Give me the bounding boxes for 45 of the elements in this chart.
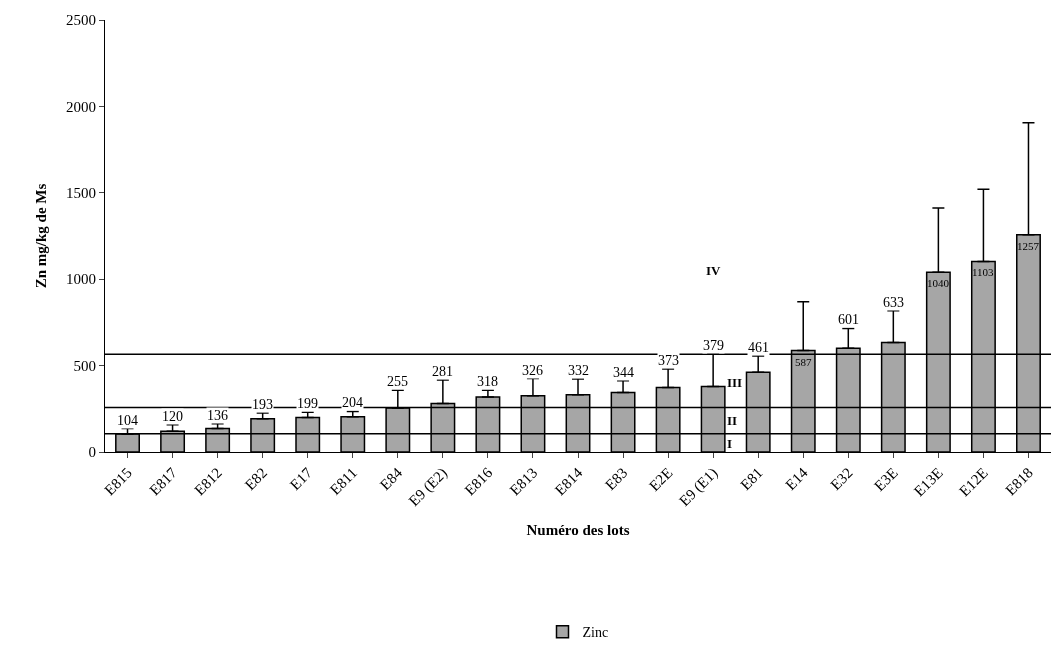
y-tick-label: 1500 — [66, 185, 96, 202]
annotation: I — [727, 436, 733, 451]
x-tick-label: E32 — [827, 464, 856, 494]
y-tick-label: 2000 — [66, 98, 96, 115]
x-tick-label: E3E — [871, 464, 901, 495]
data-label: 1257 — [1017, 240, 1040, 252]
data-label: 373 — [658, 353, 679, 368]
x-tick-label: E81 — [737, 464, 766, 494]
x-tick-label: E9 (E2) — [405, 464, 451, 510]
y-tick-label: 1000 — [66, 271, 96, 288]
y-axis-title: Zn mg/kg de Ms — [33, 183, 50, 289]
data-label: 1103 — [972, 266, 995, 278]
data-label: 344 — [613, 365, 634, 380]
data-label: 1040 — [927, 277, 950, 289]
annotation: IV — [706, 263, 722, 278]
x-tick-label: E2E — [645, 464, 676, 495]
y-tick-label: 2500 — [66, 12, 96, 29]
x-tick-label: E14 — [782, 464, 812, 494]
x-axis-title: Numéro des lots — [526, 521, 630, 538]
x-tick-label: E84 — [376, 464, 406, 494]
x-tick-label: E17 — [286, 464, 316, 494]
y-tick-label: 0 — [88, 444, 96, 461]
data-label: 281 — [432, 364, 453, 379]
annotation: III — [727, 375, 743, 390]
data-label: 120 — [162, 409, 183, 424]
data-label: 104 — [117, 413, 138, 428]
data-label: 318 — [477, 374, 498, 389]
data-label: 461 — [748, 340, 769, 355]
x-tick-label: E83 — [602, 464, 631, 494]
data-label: 601 — [838, 312, 859, 327]
data-label: 199 — [297, 396, 318, 411]
data-label: 255 — [387, 374, 408, 389]
data-label: 633 — [883, 295, 904, 310]
data-label: 204 — [342, 395, 363, 410]
data-label: 332 — [568, 363, 589, 378]
data-label: 136 — [207, 408, 228, 423]
data-label: 326 — [522, 363, 543, 378]
data-label: 193 — [252, 397, 273, 412]
data-label: 379 — [703, 338, 724, 353]
data-label: 587 — [795, 356, 812, 368]
annotation: II — [727, 413, 738, 428]
x-tick-label: E82 — [241, 464, 271, 494]
legend-label: Zinc — [582, 625, 609, 641]
y-tick-label: 500 — [73, 357, 96, 374]
x-tick-label: E9 (E1) — [675, 464, 722, 510]
